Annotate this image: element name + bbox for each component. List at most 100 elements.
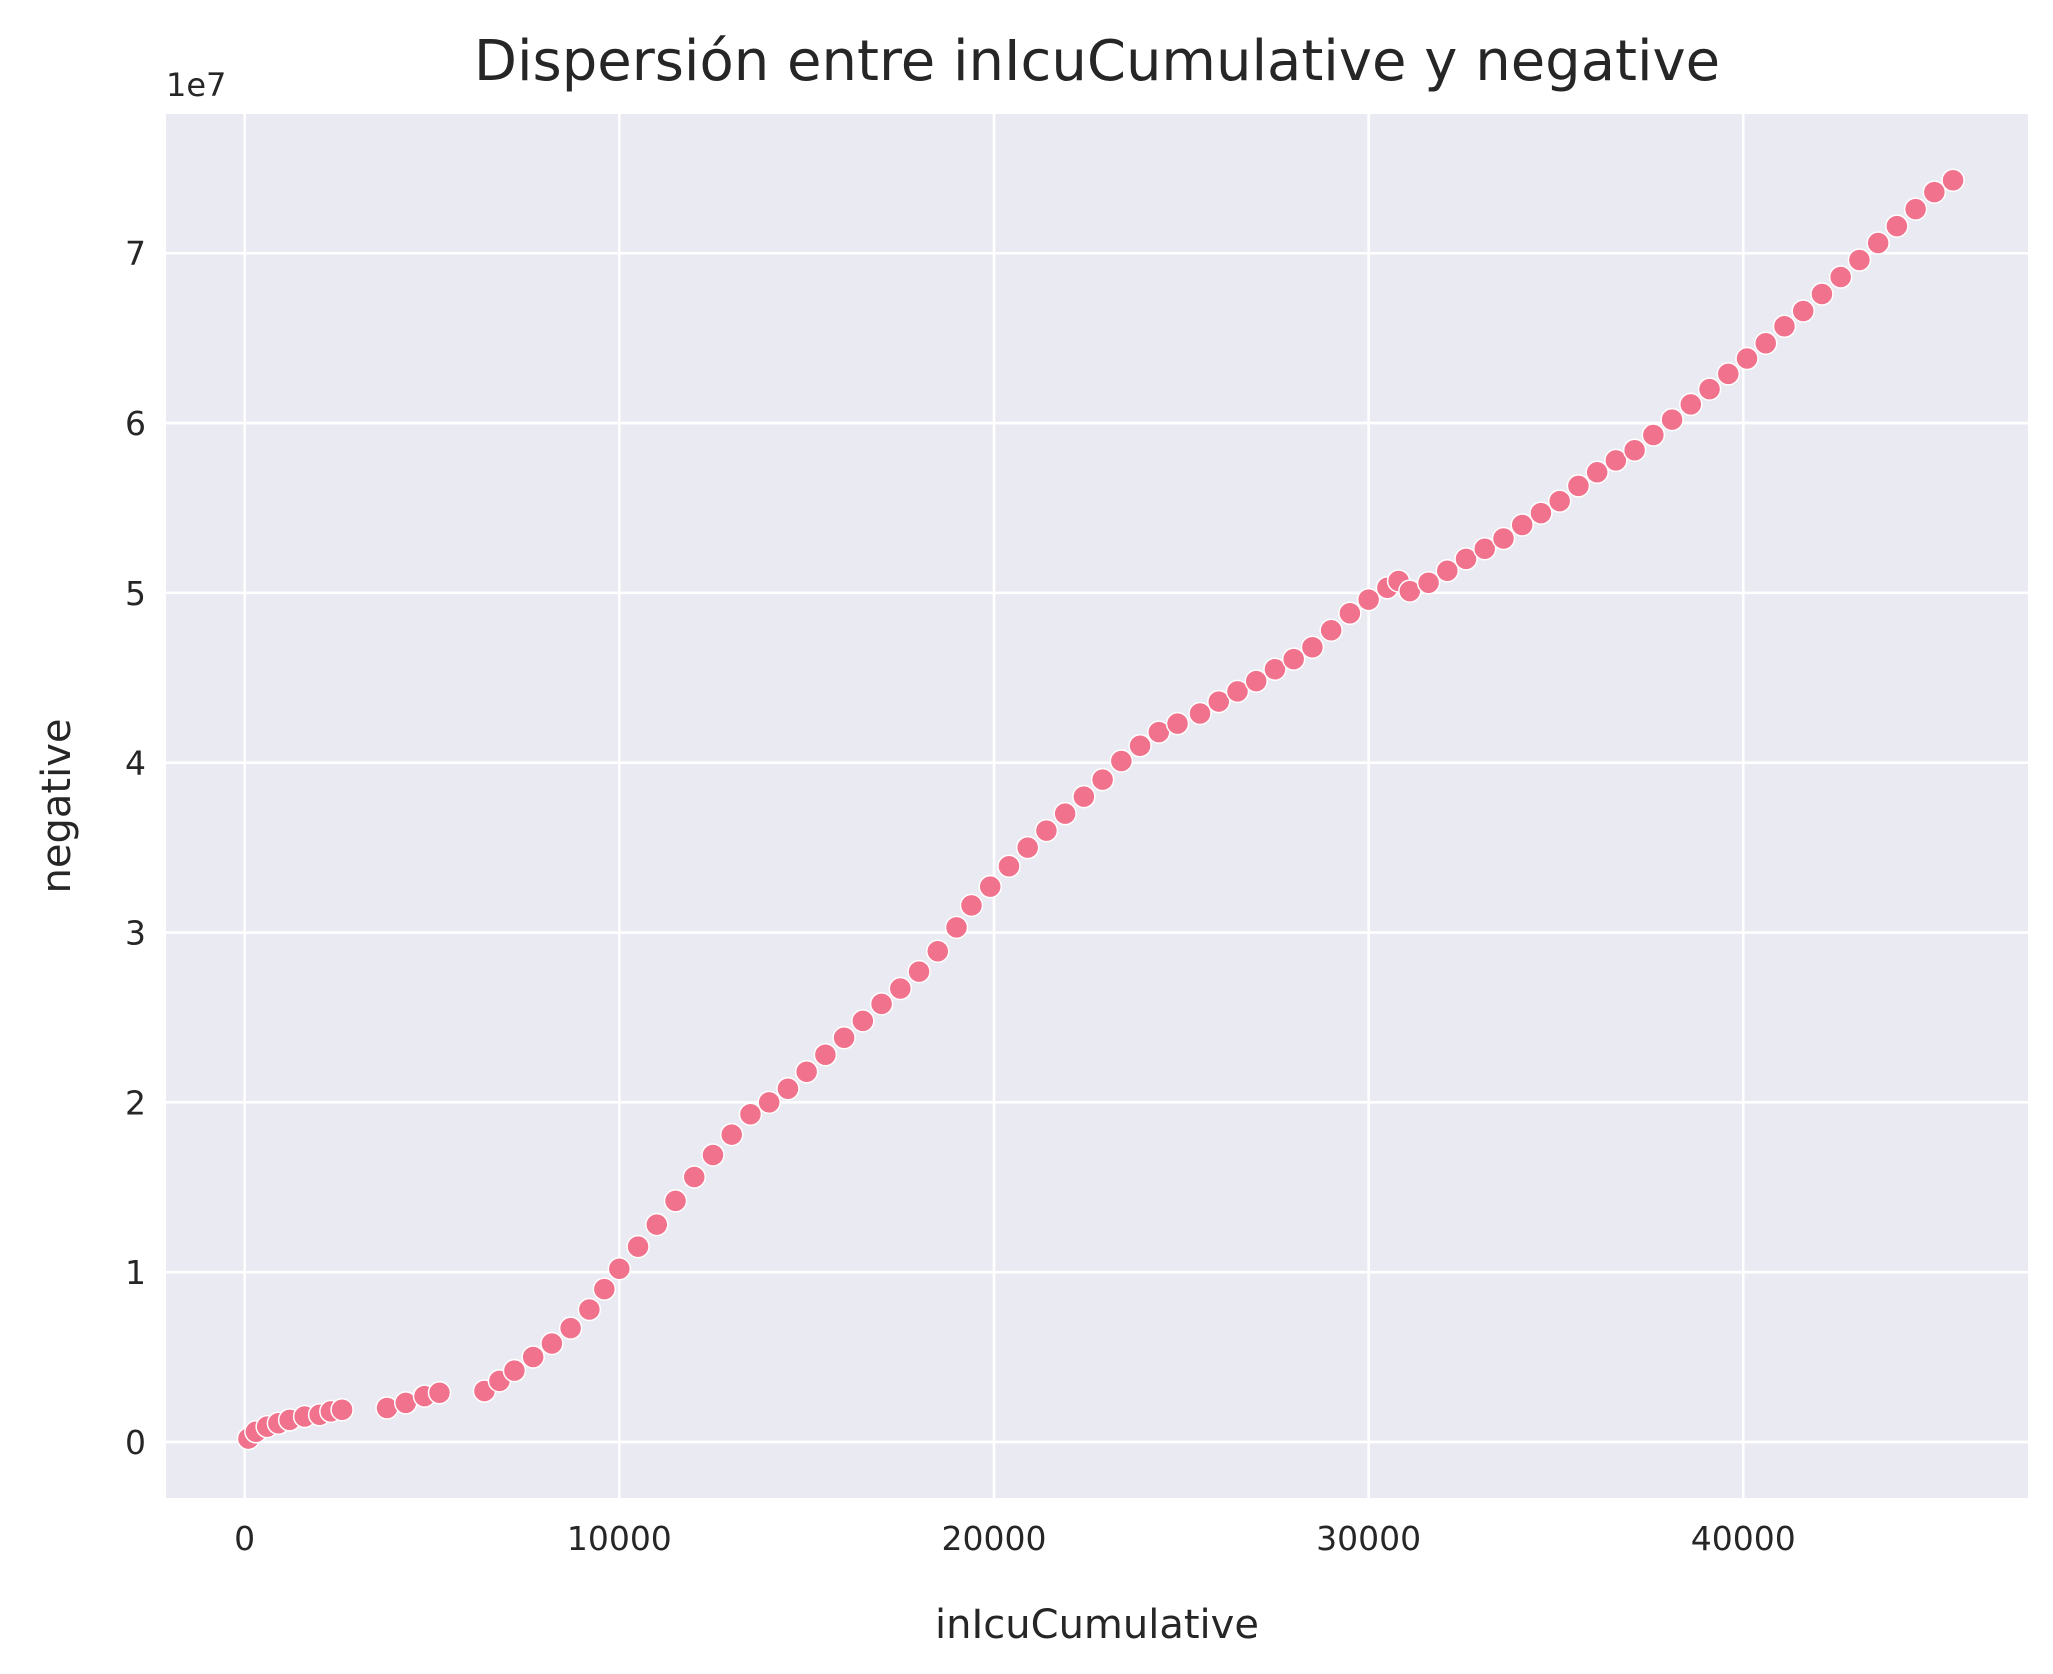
data-point: [427, 1380, 452, 1405]
data-point: [1772, 314, 1797, 339]
data-point: [1225, 679, 1250, 704]
data-point: [1473, 536, 1497, 561]
data-point: [907, 959, 931, 984]
data-point: [1128, 733, 1152, 758]
data-point: [592, 1277, 617, 1301]
data-point: [701, 1143, 725, 1167]
data-point: [1753, 331, 1778, 356]
data-point: [1053, 801, 1077, 826]
data-point: [1491, 526, 1516, 551]
data-point: [1529, 501, 1553, 525]
data-point: [1679, 392, 1703, 417]
data-point: [607, 1256, 632, 1281]
data-point: [944, 915, 969, 940]
data-point: [1034, 818, 1059, 843]
data-point: [1015, 835, 1040, 860]
data-point: [794, 1060, 819, 1084]
chart-title: Dispersión entre inIcuCumulative y negat…: [474, 29, 1720, 94]
x-tick-label: 20000: [941, 1519, 1046, 1558]
data-point: [521, 1345, 545, 1369]
data-point: [540, 1331, 564, 1356]
data-point: [1072, 784, 1096, 809]
data-point: [738, 1102, 763, 1126]
data-point: [1319, 618, 1343, 642]
data-point: [1207, 689, 1231, 714]
x-axis-label: inIcuCumulative: [935, 1602, 1259, 1648]
data-point: [1622, 438, 1647, 462]
data-point: [558, 1316, 583, 1340]
data-point: [997, 854, 1021, 879]
data-point: [851, 1009, 875, 1033]
data-point: [776, 1076, 800, 1101]
data-points: [236, 168, 1965, 1451]
data-point: [577, 1297, 602, 1322]
data-point: [959, 893, 984, 918]
y-tick-label: 0: [125, 1423, 146, 1462]
data-point: [1435, 559, 1460, 583]
data-point: [1165, 711, 1190, 736]
y-offset-label: 1e7: [166, 66, 226, 104]
data-point: [330, 1397, 354, 1422]
x-tick-labels: 0 10000 20000 30000 40000: [234, 1519, 1796, 1558]
x-tick-label: 40000: [1691, 1519, 1796, 1558]
data-point: [1454, 547, 1478, 571]
x-tick-label: 10000: [567, 1519, 672, 1558]
data-point: [1885, 214, 1909, 238]
y-axis-label: negative: [34, 719, 80, 894]
data-point: [1356, 587, 1381, 612]
y-tick-label: 5: [125, 574, 146, 613]
data-point: [869, 992, 894, 1016]
data-point: [888, 976, 913, 1001]
data-point: [1585, 460, 1609, 485]
y-tick-labels: 0 1 2 3 4 5 6 7: [125, 234, 146, 1462]
data-point: [1244, 669, 1268, 693]
data-point: [978, 874, 1002, 899]
data-point: [1735, 346, 1759, 371]
data-point: [1847, 248, 1872, 272]
data-point: [1263, 657, 1287, 682]
data-point: [1641, 423, 1666, 447]
grid-lines: [166, 114, 2028, 1498]
data-point: [1810, 282, 1834, 306]
data-point: [757, 1090, 781, 1115]
data-point: [719, 1122, 744, 1147]
data-point: [1866, 231, 1890, 255]
y-tick-label: 3: [125, 914, 146, 953]
data-point: [1300, 635, 1325, 659]
data-point: [645, 1212, 669, 1237]
data-point: [1903, 197, 1928, 221]
data-point: [1109, 749, 1134, 773]
data-point: [1922, 180, 1947, 204]
data-point: [813, 1043, 838, 1067]
x-tick-label: 0: [234, 1519, 255, 1558]
data-point: [1547, 489, 1572, 513]
y-tick-label: 7: [125, 234, 146, 273]
data-point: [1090, 767, 1115, 792]
data-point: [682, 1165, 707, 1189]
data-point: [1716, 362, 1741, 386]
data-point: [832, 1026, 856, 1050]
data-point: [1566, 474, 1591, 498]
data-point: [1281, 647, 1306, 671]
data-point: [926, 939, 950, 963]
data-point: [1791, 299, 1815, 323]
data-point: [1604, 448, 1628, 473]
data-point: [1416, 570, 1441, 595]
data-point: [502, 1358, 527, 1383]
data-point: [626, 1234, 650, 1259]
data-point: [1338, 601, 1362, 626]
data-point: [1510, 513, 1534, 537]
data-point: [1941, 168, 1965, 192]
data-point: [1697, 377, 1722, 401]
y-tick-label: 4: [125, 744, 146, 783]
x-tick-label: 30000: [1316, 1519, 1421, 1558]
data-point: [1188, 701, 1212, 726]
y-tick-label: 6: [125, 404, 146, 443]
y-tick-label: 2: [125, 1083, 146, 1122]
y-tick-label: 1: [125, 1253, 146, 1292]
data-point: [1660, 407, 1684, 432]
data-point: [1828, 265, 1853, 289]
data-point: [663, 1189, 688, 1213]
plot-background: [166, 114, 2028, 1498]
